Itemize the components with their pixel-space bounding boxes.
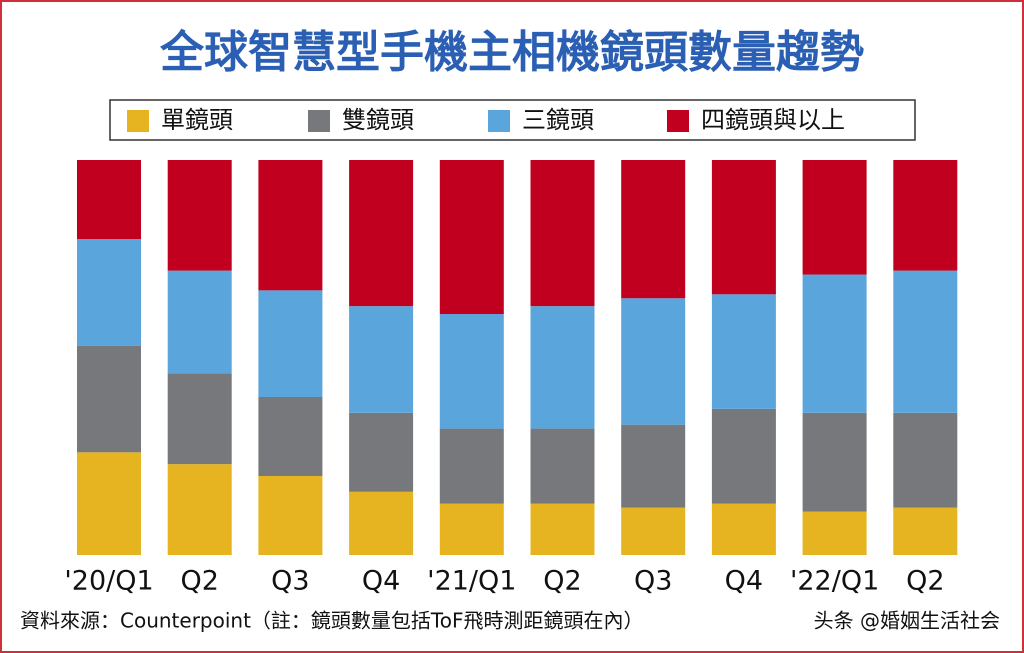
legend-label: 雙鏡頭 bbox=[342, 106, 414, 134]
legend-label: 單鏡頭 bbox=[161, 106, 233, 134]
bar-segment bbox=[77, 452, 141, 555]
bar-segment bbox=[77, 160, 141, 239]
bar-segment bbox=[439, 503, 504, 555]
x-tick-label: Q3 bbox=[271, 566, 309, 597]
bar-segment bbox=[802, 274, 867, 413]
legend-label: 三鏡頭 bbox=[522, 106, 594, 134]
bar-segment bbox=[530, 428, 595, 504]
bar-segment bbox=[530, 503, 595, 555]
legend-swatch bbox=[488, 110, 510, 132]
x-tick-label: '20/Q1 bbox=[64, 566, 153, 597]
x-tick-label: Q4 bbox=[362, 566, 400, 597]
x-tick-label: '21/Q1 bbox=[427, 566, 516, 597]
legend-swatch bbox=[308, 110, 330, 132]
bar-segment bbox=[621, 424, 686, 508]
bar-segment bbox=[711, 408, 776, 504]
bar-segment bbox=[621, 160, 686, 299]
bar-segment bbox=[167, 464, 232, 555]
x-tick-label: Q2 bbox=[180, 566, 218, 597]
bar-segment bbox=[349, 491, 414, 555]
bar-segment bbox=[711, 160, 776, 295]
bar-segment bbox=[167, 160, 232, 271]
legend-swatch bbox=[127, 110, 149, 132]
bar-segment bbox=[349, 412, 414, 492]
bar-segment bbox=[77, 239, 141, 346]
x-tick-label: Q3 bbox=[634, 566, 672, 597]
bar-segment bbox=[439, 314, 504, 429]
bar-segment bbox=[893, 270, 958, 413]
x-tick-label: Q2 bbox=[906, 566, 944, 597]
legend-swatch bbox=[667, 110, 689, 132]
bar-segment bbox=[621, 298, 686, 425]
chart-title: 全球智慧型手機主相機鏡頭數量趨勢 bbox=[159, 27, 864, 78]
bar-segment bbox=[439, 428, 504, 504]
bar-segment bbox=[258, 476, 323, 555]
bar-segment bbox=[258, 290, 323, 397]
legend: 單鏡頭 雙鏡頭 三鏡頭 四鏡頭與以上 bbox=[127, 106, 845, 134]
legend-box bbox=[109, 99, 916, 141]
bar-segment bbox=[77, 345, 141, 453]
bar-segment bbox=[258, 397, 323, 476]
bar-segment bbox=[802, 511, 867, 555]
bar-segment bbox=[621, 507, 686, 555]
bar-segment bbox=[802, 160, 867, 275]
plot-area: '20/Q1 Q2 Q3 Q4 '21/Q1 Q2 Q3 Q4 '22/Q1 Q2 bbox=[64, 160, 958, 597]
legend-label: 四鏡頭與以上 bbox=[701, 106, 845, 134]
bar-segment bbox=[349, 306, 414, 413]
bar-segment bbox=[349, 160, 414, 307]
x-tick-label: Q4 bbox=[725, 566, 763, 597]
bar-segment bbox=[893, 412, 958, 508]
x-tick-label: '22/Q1 bbox=[790, 566, 879, 597]
bar-segment bbox=[258, 160, 323, 291]
bar-segment bbox=[802, 412, 867, 512]
bar-segment bbox=[530, 306, 595, 429]
source-note: 資料來源：Counterpoint（註：鏡頭數量包括ToF飛時測距鏡頭在內） bbox=[20, 609, 644, 633]
bar-segment bbox=[711, 503, 776, 555]
bar-segment bbox=[893, 507, 958, 555]
bar-segment bbox=[439, 160, 504, 315]
bar-segment bbox=[530, 160, 595, 307]
bar-segment bbox=[711, 294, 776, 409]
bar-segment bbox=[167, 270, 232, 374]
bar-segment bbox=[167, 373, 232, 465]
watermark: 头条 @婚姻生活社会 bbox=[814, 609, 1000, 633]
bar-segment bbox=[893, 160, 958, 271]
x-tick-label: Q2 bbox=[543, 566, 581, 597]
